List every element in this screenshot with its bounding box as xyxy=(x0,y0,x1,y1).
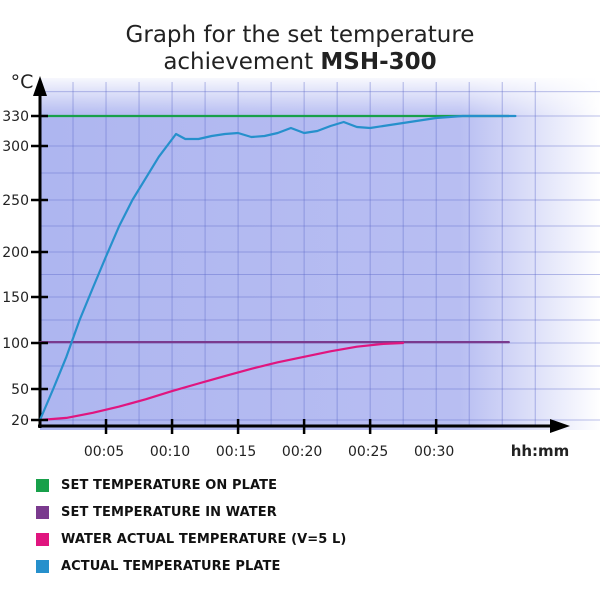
y-tick-label: 330 xyxy=(2,109,29,125)
legend-label: SET TEMPERATURE IN WATER xyxy=(61,505,277,520)
y-tick-label: 250 xyxy=(2,193,29,209)
y-tick-label: 20 xyxy=(11,413,29,429)
x-tick-label: 00:20 xyxy=(282,444,322,460)
legend-swatch xyxy=(36,533,49,546)
y-tick-label: 300 xyxy=(2,139,29,155)
series-line-3 xyxy=(38,341,405,422)
legend-label: SET TEMPERATURE ON PLATE xyxy=(61,478,278,493)
ticks: 20 50 100 150 200 250 300 330 00:05 00:10 00:15 00:… xyxy=(2,71,569,460)
legend-swatch xyxy=(36,479,49,492)
legend-label: ACTUAL TEMPERATURE PLATE xyxy=(61,559,281,574)
chart-subtitle-prefix: achievement xyxy=(163,49,321,75)
x-axis-label: hh:mm xyxy=(511,442,570,460)
grid xyxy=(40,82,600,426)
legend-item-4: ACTUAL TEMPERATURE PLATE xyxy=(36,553,346,580)
chart-subtitle-model: MSH-300 xyxy=(320,49,437,75)
plot-background-fade xyxy=(40,78,600,118)
y-axis-label: °C xyxy=(11,71,34,93)
y-axis-arrow xyxy=(33,76,47,96)
y-tick-label: 100 xyxy=(2,336,29,352)
axes xyxy=(33,76,570,433)
legend-swatch xyxy=(36,506,49,519)
legend-item-1: SET TEMPERATURE ON PLATE xyxy=(36,472,346,499)
legend-label: WATER ACTUAL TEMPERATURE (V=5 L) xyxy=(61,532,347,547)
x-tick-label: 00:10 xyxy=(150,444,190,460)
legend: SET TEMPERATURE ON PLATE SET TEMPERATURE … xyxy=(36,472,346,580)
x-tick-label: 00:15 xyxy=(216,444,256,460)
legend-item-3: WATER ACTUAL TEMPERATURE (V=5 L) xyxy=(36,526,346,553)
y-tick-label: 150 xyxy=(2,290,29,306)
series-line-4 xyxy=(38,114,517,422)
x-tick-label: 00:25 xyxy=(348,444,388,460)
chart-subtitle: achievement MSH-300 xyxy=(0,49,600,75)
x-axis-arrow xyxy=(550,419,570,433)
chart-title: Graph for the set temperature xyxy=(125,22,475,48)
series-group xyxy=(38,114,517,422)
plot-background xyxy=(40,78,600,430)
legend-item-2: SET TEMPERATURE IN WATER xyxy=(36,499,346,526)
y-tick-label: 50 xyxy=(11,382,29,398)
x-tick-label: 00:30 xyxy=(414,444,454,460)
x-tick-label: 00:05 xyxy=(84,444,124,460)
y-tick-label: 200 xyxy=(2,245,29,261)
legend-swatch xyxy=(36,560,49,573)
